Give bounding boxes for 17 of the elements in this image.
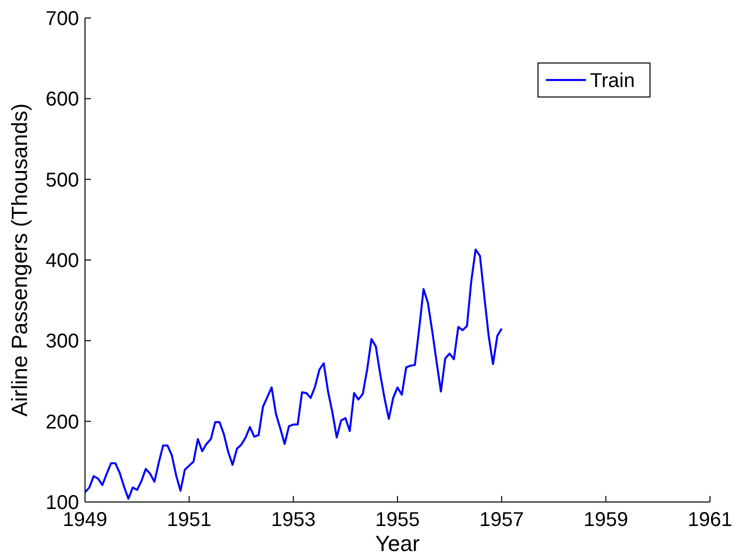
- y-tick-label: 600: [46, 88, 79, 111]
- y-tick-label: 400: [46, 250, 79, 272]
- x-tick-label: 1959: [584, 509, 628, 531]
- y-tick-label: 700: [46, 8, 79, 30]
- x-tick-label: 1951: [166, 509, 212, 531]
- line-series: [84, 248, 503, 500]
- x-tick-label: 1955: [375, 509, 420, 531]
- y-tick-label: 500: [46, 169, 79, 192]
- y-tick-label: 300: [46, 330, 79, 353]
- x-tick-label: 1949: [62, 509, 108, 531]
- y-axis-title: Airline Passengers (Thousands): [7, 103, 32, 417]
- x-tick-label: 1961: [688, 509, 732, 531]
- x-tick-label: 1953: [271, 509, 316, 531]
- x-axis-title: Year: [375, 531, 420, 555]
- legend-label: Train: [590, 70, 635, 92]
- y-tick-label: 200: [46, 411, 79, 434]
- x-tick-label: 1957: [479, 509, 524, 531]
